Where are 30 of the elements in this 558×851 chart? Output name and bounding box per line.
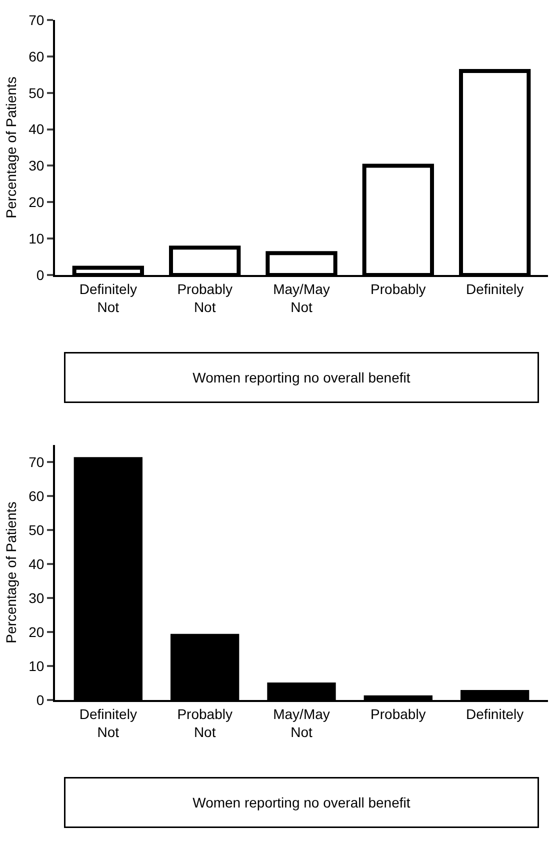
text: Women reporting no overall benefit [192,794,410,810]
y-tick-label: 0 [36,692,44,708]
y-tick-label: 70 [28,454,44,470]
x-tick-label: Probably Not [177,280,232,315]
text: Women reporting no overall benefit [192,370,410,386]
x-tick-label: Definitely Not [79,280,137,315]
y-tick-label: 60 [28,488,44,504]
x-tick-label: Probably [370,280,426,297]
y-tick-label: 20 [28,194,44,210]
y-axis-title: Percentage of Patients [3,76,19,218]
y-tick-label: 50 [28,84,44,101]
y-tick-label: 10 [28,230,44,246]
y-tick-label: 20 [28,624,44,640]
x-tick-label: Probably [370,706,426,722]
x-tick-label: May/May Not [273,706,330,740]
y-tick-label: 30 [28,158,44,174]
x-tick-label: Definitely [466,706,524,722]
y-tick-label: 40 [28,121,44,138]
x-tick-label: Probably Not [177,706,232,740]
y-tick-label: 40 [28,556,44,572]
y-tick-label: 60 [28,48,44,64]
y-tick-label: 70 [28,12,44,28]
x-tick-label: May/May Not [273,280,330,315]
y-axis-title: Percentage of Patients [3,502,19,644]
x-tick-label: Definitely Not [79,706,137,740]
y-tick-label: 30 [28,590,44,606]
y-tick-label: 50 [28,522,44,538]
y-tick-label: 0 [36,266,44,283]
y-tick-label: 10 [28,658,44,674]
x-tick-label: Definitely [466,280,524,297]
